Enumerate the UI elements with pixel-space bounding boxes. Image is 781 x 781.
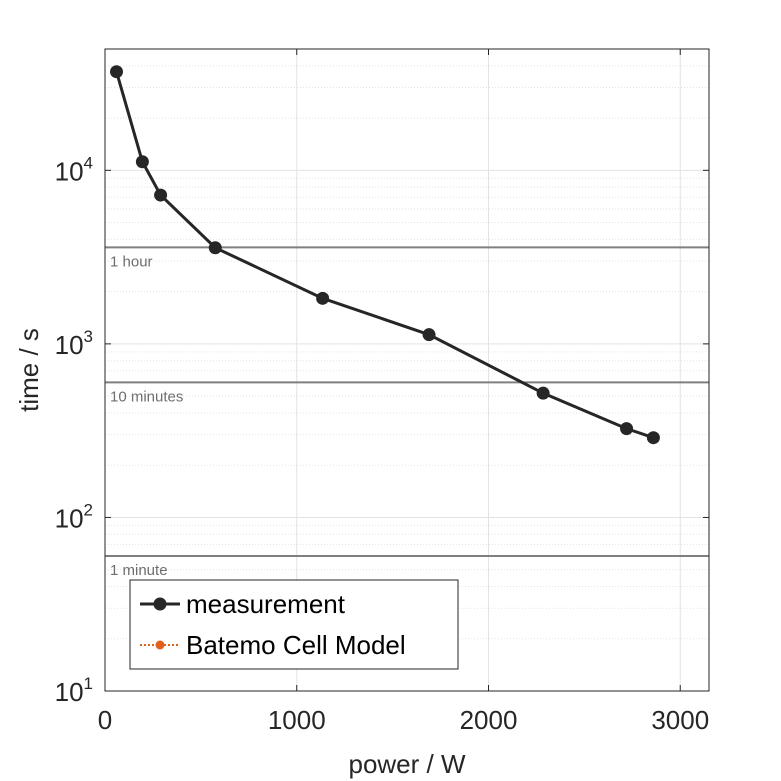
data-point — [620, 422, 634, 436]
data-point — [316, 291, 330, 305]
y-tick-label: 102 — [55, 500, 93, 533]
reference-lines: 1 hour 10 minutes 1 minute — [105, 246, 709, 579]
legend-box — [129, 579, 459, 670]
data-point — [536, 386, 550, 400]
data-point — [208, 241, 222, 255]
x-axis-label: power / W — [348, 749, 465, 779]
y-tick-label: 103 — [55, 327, 93, 360]
reference-label: 1 minute — [110, 562, 168, 579]
x-tick-label: 2000 — [460, 705, 518, 735]
series — [110, 65, 660, 445]
y-axis-label: time / s — [14, 328, 44, 412]
legend-label-batemo: Batemo Cell Model — [186, 630, 406, 660]
y-axis-ticks: 101 102 103 104 — [55, 153, 709, 707]
y-tick-label: 101 — [55, 674, 93, 707]
reference-label: 1 hour — [110, 253, 153, 270]
data-point — [646, 431, 660, 445]
data-point — [135, 155, 149, 169]
y-tick-label: 104 — [55, 153, 93, 186]
plot-frame — [104, 48, 710, 692]
x-tick-label: 0 — [98, 705, 112, 735]
x-axis-ticks: 0 1000 2000 3000 — [98, 49, 709, 735]
x-tick-label: 1000 — [268, 705, 326, 735]
data-point — [110, 65, 124, 79]
legend: measurement Batemo Cell Model — [129, 579, 459, 670]
legend-label-measurement: measurement — [186, 589, 346, 619]
x-tick-label: 3000 — [651, 705, 709, 735]
reference-label: 10 minutes — [110, 388, 183, 405]
data-point — [422, 328, 436, 342]
data-point — [154, 188, 168, 202]
legend-marker-measurement — [153, 597, 167, 611]
legend-marker-batemo — [155, 640, 165, 650]
